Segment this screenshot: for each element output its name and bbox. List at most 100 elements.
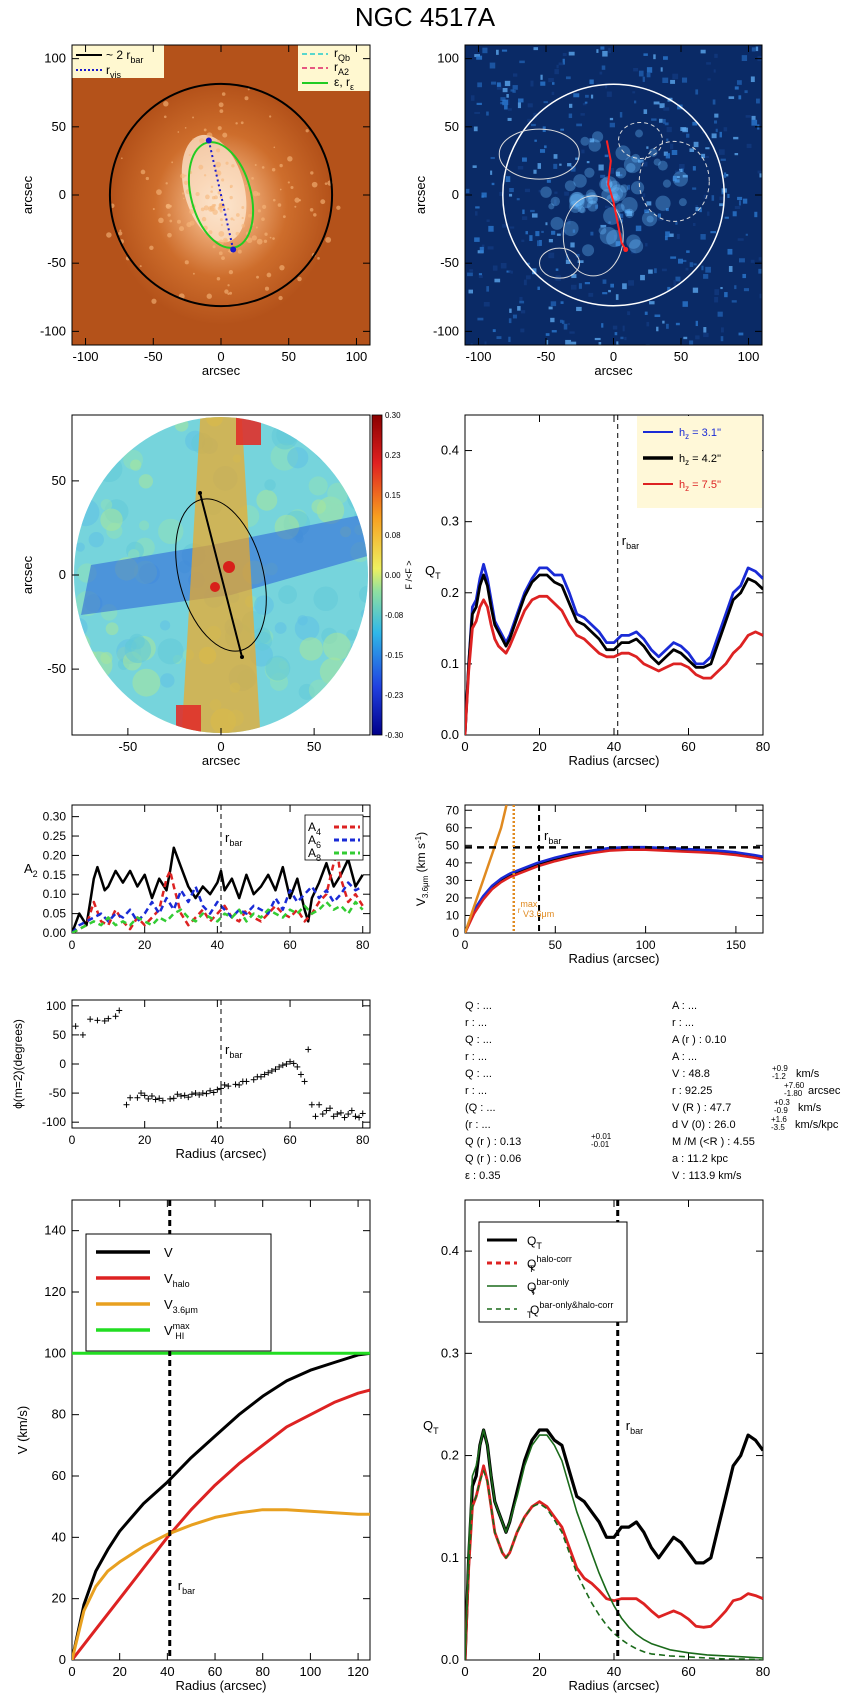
noise-pixel <box>724 216 729 219</box>
noise-pixel <box>496 82 501 87</box>
legend-label: Vhalo <box>164 1271 190 1289</box>
noise-pixel <box>581 149 585 154</box>
noise-pixel <box>576 123 582 127</box>
y-tick-label: 60 <box>446 821 460 835</box>
noise-pixel <box>673 279 677 286</box>
noise-pixel <box>692 287 699 293</box>
knot <box>184 174 187 177</box>
rmax-label: rmax V3.6μm <box>518 899 554 919</box>
noise-pixel <box>598 341 602 345</box>
noise-pixel <box>682 301 688 307</box>
noise-pixel <box>682 174 688 178</box>
noise-pixel <box>672 73 679 80</box>
hot-spot <box>176 705 201 733</box>
knot <box>156 189 162 196</box>
axes-vrot: 0 50 100 150 0 10 20 30 40 50 60 70 <box>446 803 764 952</box>
noise-pixel <box>731 300 737 303</box>
phase-point <box>210 1089 217 1096</box>
residual-blob <box>570 191 585 207</box>
axes-image: -100 -50 0 50 100 -100 -50 0 50 100 <box>40 44 371 364</box>
plot-frame <box>464 804 764 934</box>
y-tick-label: 0.1 <box>441 656 459 671</box>
legend-label: V <box>164 1245 173 1260</box>
y-tick-label: 100 <box>44 1345 66 1360</box>
noise-pixel <box>640 274 645 281</box>
phase-point <box>290 1060 297 1067</box>
legend-label: Vmax HI <box>164 1321 190 1341</box>
noise-pixel <box>642 76 645 82</box>
map-patch <box>299 637 323 661</box>
noise-pixel <box>662 118 666 124</box>
noise-pixel <box>522 157 527 162</box>
phase-point <box>181 1092 188 1099</box>
residual-blob <box>619 184 629 193</box>
phase-point <box>207 1087 214 1094</box>
phase-point <box>301 1078 308 1085</box>
knot <box>227 284 230 287</box>
knot <box>282 215 286 219</box>
noise-pixel <box>646 201 652 206</box>
x-tick-label: 20 <box>532 739 546 754</box>
noise-pixel <box>474 111 480 114</box>
x-tick-label: -50 <box>537 349 556 364</box>
knot <box>230 217 234 221</box>
noise-pixel <box>686 250 690 253</box>
noise-pixel <box>492 329 496 333</box>
noise-pixel <box>496 84 502 90</box>
residual-blob <box>624 208 635 219</box>
noise-pixel <box>602 50 608 57</box>
noise-pixel <box>720 287 723 290</box>
noise-pixel <box>755 46 759 52</box>
y-axis-label: ϕ(m=2)(degrees) <box>11 1019 25 1109</box>
knot <box>167 213 171 217</box>
x-tick-label: 0 <box>217 739 224 754</box>
map-patch <box>74 470 93 489</box>
noise-pixel <box>665 208 669 212</box>
noise-pixel <box>633 67 639 72</box>
knot <box>145 176 150 181</box>
noise-pixel <box>548 306 553 310</box>
knot <box>251 176 254 180</box>
noise-pixel <box>745 233 748 236</box>
phase-point <box>105 1015 112 1022</box>
knot <box>219 209 223 213</box>
phase-point <box>188 1091 195 1098</box>
image-background <box>465 45 762 345</box>
residual-blob <box>615 167 627 179</box>
noise-pixel <box>638 70 644 77</box>
noise-pixel <box>486 111 489 116</box>
residual-blob <box>655 195 671 211</box>
noise-pixel <box>500 262 507 269</box>
noise-pixel <box>489 62 496 69</box>
knot <box>240 121 244 125</box>
noise-pixel <box>701 265 704 271</box>
map-patch <box>308 476 328 496</box>
x-axis-label: Radius (arcsec) <box>568 951 659 966</box>
noise-pixel <box>560 128 565 131</box>
phase-point <box>323 1107 330 1114</box>
phase-point <box>279 1062 286 1069</box>
noise-pixel <box>675 322 680 326</box>
noise-pixel <box>700 49 706 54</box>
noise-pixel <box>554 69 559 75</box>
x-tick-label: 0 <box>69 1133 76 1147</box>
y-tick-label: 0.2 <box>441 1448 459 1463</box>
noise-pixel <box>595 204 598 209</box>
residual-blob <box>569 192 585 207</box>
colorbar-tick-label: 0.23 <box>385 451 401 460</box>
residual-blob <box>635 129 643 138</box>
contour <box>562 195 624 277</box>
y-tick-label: 50 <box>446 838 460 852</box>
noise-pixel <box>618 213 624 219</box>
phase-point <box>138 1090 145 1097</box>
noise-pixel <box>615 171 620 177</box>
noise-pixel <box>572 229 576 233</box>
noise-pixel <box>751 47 756 52</box>
noise-pixel <box>530 209 535 213</box>
series-h-7-5- <box>465 594 763 735</box>
noise-pixel <box>510 89 515 92</box>
noise-pixel <box>757 170 762 174</box>
y-tick-label: -50 <box>47 255 66 270</box>
residual-blob <box>564 180 576 192</box>
knot <box>178 226 185 232</box>
